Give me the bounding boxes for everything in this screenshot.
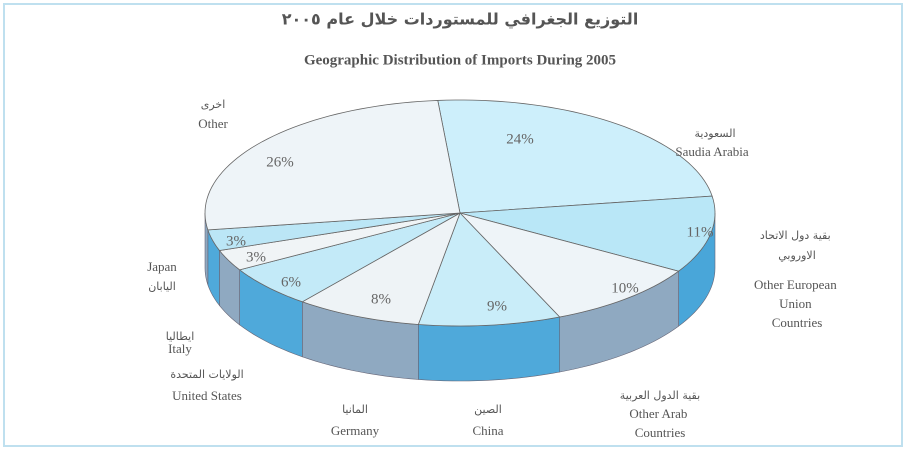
category-label: Other Arab Countries: [629, 406, 690, 440]
category-label-ar: اليابان: [148, 280, 176, 293]
data-label: 3%: [226, 233, 246, 249]
category-label-line: Germany: [331, 423, 380, 438]
category-label-ar: بقية دول الاتحاد الاوروبي: [760, 229, 834, 262]
category-label-line: Japan: [147, 259, 177, 274]
data-label: 11%: [687, 224, 714, 240]
slice: [204, 100, 461, 231]
category-label: Germany: [331, 423, 380, 438]
category-label-line: United States: [172, 388, 242, 403]
category-label: United States: [172, 388, 242, 403]
category-label-ar: المانيا: [342, 403, 368, 416]
data-label: 3%: [246, 249, 266, 265]
slice: [417, 212, 561, 327]
category-label-ar-line: الصين: [474, 403, 502, 416]
category-label-ar-line: بقية دول الاتحاد: [760, 229, 834, 242]
data-label: 10%: [611, 280, 639, 296]
data-label: 6%: [281, 274, 301, 290]
category-label-ar-line: اليابان: [148, 280, 176, 293]
category-label: Other: [198, 116, 228, 131]
slice: [458, 212, 680, 318]
category-label-ar: اخرى: [201, 98, 226, 111]
category-label-ar-line: بقية الدول العربية: [620, 389, 700, 402]
category-label-line: Saudia Arabia: [675, 144, 749, 159]
category-label-line: Other Arab: [629, 406, 690, 421]
slice: [301, 212, 461, 325]
category-label-line: Other European: [754, 277, 840, 292]
slice: [207, 212, 461, 251]
category-label-ar-line: المانيا: [342, 403, 368, 416]
category-label: Japan: [147, 259, 177, 274]
category-label-ar: الولايات المتحدة: [170, 368, 243, 381]
category-label-ar: السعودية: [694, 127, 735, 140]
slice: [238, 212, 461, 303]
category-label-ar-line: ايطاليا: [166, 330, 195, 343]
category-label: China: [472, 423, 503, 438]
category-label-ar-line: السعودية: [694, 127, 735, 140]
category-label-ar-line: الاوروبي: [778, 249, 816, 262]
category-label-line: Countries: [772, 315, 823, 330]
category-label-ar-line: الولايات المتحدة: [170, 368, 243, 381]
category-label-line: Union: [779, 296, 815, 311]
category-label-ar: ايطاليا: [166, 330, 195, 343]
category-label-ar-line: اخرى: [201, 98, 226, 111]
slice: [218, 212, 461, 271]
chart-title: التوزيع الجغرافي للمستوردات خلال عام ٢٠٠…: [282, 10, 639, 30]
category-label-ar: الصين: [474, 403, 502, 416]
slice-side: [418, 316, 560, 382]
category-label-line: China: [472, 423, 503, 438]
category-label-ar: بقية الدول العربية: [620, 389, 700, 402]
slice: [437, 99, 713, 214]
data-label: 26%: [266, 154, 294, 170]
category-label-line: Italy: [168, 341, 192, 356]
category-label: Other European Union Countries: [754, 277, 840, 330]
chart-subtitle: Geographic Distribution of Imports Durin…: [304, 52, 616, 68]
data-label: 24%: [506, 131, 534, 147]
category-label-line: Other: [198, 116, 228, 131]
category-label: Saudia Arabia: [675, 144, 749, 159]
data-label: 9%: [487, 298, 507, 314]
category-label: Italy: [168, 341, 192, 356]
category-label-line: Countries: [635, 425, 686, 440]
slice: [459, 195, 716, 272]
data-label: 8%: [371, 291, 391, 307]
